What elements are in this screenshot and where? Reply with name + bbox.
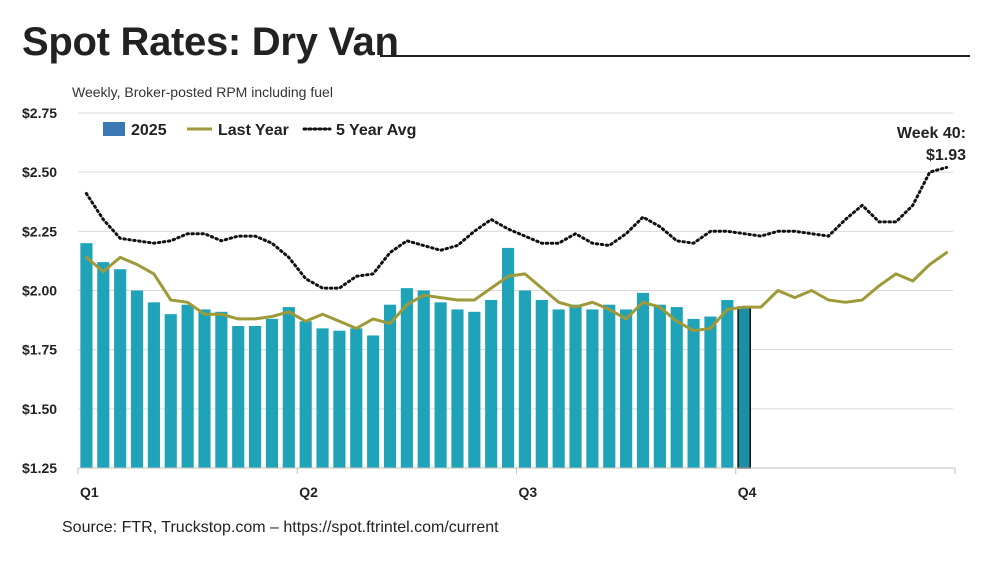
line-last-year <box>84 251 949 333</box>
x-tick-label-q4: Q4 <box>738 484 757 500</box>
bar-2025-week-10 <box>232 326 245 468</box>
bar-2025-week-39 <box>721 299 734 468</box>
bar-2025-week-24 <box>468 311 481 468</box>
bar-2025-week-28 <box>535 299 548 468</box>
bar-2025-week-38 <box>704 316 717 468</box>
bar-2025-week-21 <box>417 290 430 468</box>
line-5-year-avg <box>84 165 949 290</box>
bar-2025-week-11 <box>249 326 262 468</box>
bar-2025-week-4 <box>130 290 144 468</box>
annotation-week-value: $1.93 <box>926 147 966 164</box>
bar-2025-week-31 <box>586 309 599 468</box>
bar-2025-week-34 <box>636 292 650 468</box>
bar-2025-week-30 <box>569 304 582 468</box>
y-tick-label: $1.25 <box>22 460 57 476</box>
bar-2025-week-5 <box>147 302 160 468</box>
bar-2025-week-13 <box>282 307 295 468</box>
x-tick-label-q1: Q1 <box>80 484 99 500</box>
legend-label-5-year-avg: 5 Year Avg <box>336 122 416 139</box>
legend: 2025 Last Year 5 Year Avg <box>103 122 416 139</box>
bar-2025-week-22 <box>434 302 447 468</box>
bar-2025-week-20 <box>400 288 413 468</box>
bar-2025-week-16 <box>333 330 346 468</box>
x-tick-label-q3: Q3 <box>519 484 538 500</box>
bar-2025-week-29 <box>552 309 565 468</box>
bar-2025-week-19 <box>383 304 397 468</box>
y-tick-label: $2.00 <box>22 283 57 299</box>
y-tick-label: $2.75 <box>22 105 57 121</box>
y-tick-label: $2.50 <box>22 164 57 180</box>
bar-2025-week-14 <box>299 321 312 468</box>
source-note: Source: FTR, Truckstop.com – https://spo… <box>62 519 499 536</box>
bar-2025-week-12 <box>265 318 279 468</box>
bars-2025 <box>80 243 752 469</box>
bar-2025-week-32 <box>603 304 616 468</box>
y-tick-label: $1.75 <box>22 342 57 358</box>
bar-2025-week-40 <box>737 306 752 469</box>
y-tick-label: $1.50 <box>22 401 57 417</box>
bar-2025-week-8 <box>198 309 211 468</box>
bar-2025-week-1 <box>80 243 93 468</box>
bar-2025-week-3 <box>114 269 127 468</box>
page-title: Spot Rates: Dry Van <box>22 20 399 64</box>
bar-2025-week-15 <box>316 328 329 468</box>
x-tick-label-q2: Q2 <box>299 484 318 500</box>
chart-subtitle: Weekly, Broker-posted RPM including fuel <box>72 84 333 100</box>
bar-2025-week-27 <box>518 290 532 468</box>
bar-2025-week-33 <box>620 309 633 468</box>
bar-2025-week-35 <box>653 304 666 468</box>
title-rule <box>380 55 970 57</box>
bar-2025-week-2 <box>97 262 110 468</box>
series-lines <box>84 165 949 333</box>
bar-2025-week-26 <box>501 247 515 468</box>
bar-2025-week-9 <box>215 311 228 468</box>
legend-label-2025: 2025 <box>131 122 167 139</box>
legend-swatch-2025 <box>103 122 125 136</box>
y-axis-tick-labels: $1.25 $1.50 $1.75 $2.00 $2.25 $2.50 $2.75 <box>22 105 57 476</box>
legend-label-last-year: Last Year <box>218 122 289 139</box>
y-tick-label: $2.25 <box>22 223 57 239</box>
bar-2025-week-6 <box>164 314 177 468</box>
bar-2025-week-37 <box>687 318 700 468</box>
bar-2025-week-36 <box>670 307 683 468</box>
bar-2025-week-17 <box>350 328 363 468</box>
bar-2025-week-7 <box>181 304 194 468</box>
bar-2025-week-23 <box>451 309 464 468</box>
bar-2025-week-18 <box>367 335 380 468</box>
x-axis: Q1 Q2 Q3 Q4 <box>77 467 956 500</box>
annotation-week-label: Week 40: <box>897 125 966 142</box>
bar-2025-week-25 <box>485 299 498 468</box>
